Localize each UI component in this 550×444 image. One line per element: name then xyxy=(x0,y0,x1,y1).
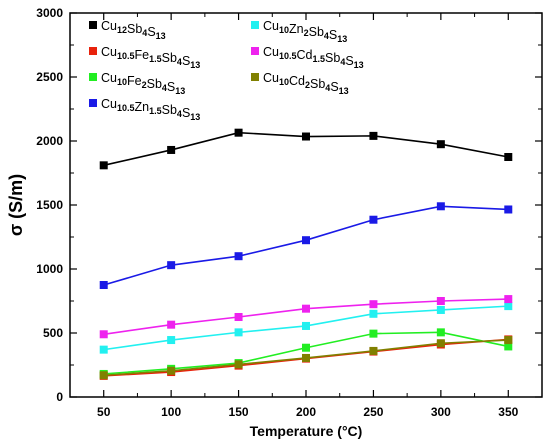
series-5 xyxy=(99,302,513,354)
legend-item-7: Cu10Cd2Sb4S13 xyxy=(251,71,349,96)
x-tick-label: 300 xyxy=(431,405,451,419)
x-tick-label: 50 xyxy=(97,405,111,419)
series-1 xyxy=(99,128,513,170)
legend-label: Cu10Cd2Sb4S13 xyxy=(263,71,349,96)
data-point xyxy=(302,343,310,352)
data-point xyxy=(369,329,378,338)
legend-swatch xyxy=(89,73,97,81)
series-line xyxy=(103,205,509,286)
data-point xyxy=(436,339,445,348)
data-point xyxy=(369,131,378,140)
data-point xyxy=(99,161,108,170)
data-point xyxy=(167,145,176,154)
legend-item-4: Cu10.5Zn1.5Sb4S13 xyxy=(89,97,200,122)
legend-swatch xyxy=(251,73,259,81)
data-point xyxy=(302,321,310,330)
x-tick-label: 150 xyxy=(229,405,249,419)
data-point xyxy=(504,153,513,161)
legend-label: Cu10Fe2Sb4S13 xyxy=(101,71,185,96)
x-tick-label: 350 xyxy=(498,405,518,419)
data-point xyxy=(99,371,108,380)
legend: Cu12Sb4S13 Cu10.5Fe1.5Sb4S13Cu10Fe2Sb4S13… xyxy=(89,19,364,122)
data-point xyxy=(302,304,310,313)
data-point xyxy=(302,353,310,362)
series-6 xyxy=(99,295,513,339)
data-point xyxy=(504,302,513,311)
x-tick-label: 250 xyxy=(363,405,383,419)
legend-label: Cu10Zn2Sb4S13 xyxy=(263,19,347,44)
data-point xyxy=(302,236,310,245)
legend-item-5: Cu10Zn2Sb4S13 xyxy=(251,19,347,44)
data-point xyxy=(234,128,243,137)
series-layer xyxy=(99,128,513,380)
data-point xyxy=(167,366,176,375)
legend-item-2: Cu10.5Fe1.5Sb4S13 xyxy=(89,45,200,70)
legend-swatch xyxy=(251,47,259,55)
data-point xyxy=(234,252,243,261)
legend-label: Cu10.5Cd1.5Sb4S13 xyxy=(263,45,364,70)
series-line xyxy=(103,331,509,375)
data-point xyxy=(99,345,108,354)
data-point xyxy=(504,342,513,351)
data-point xyxy=(234,360,243,369)
data-point xyxy=(369,309,378,318)
data-point xyxy=(436,328,445,337)
data-point xyxy=(369,300,378,309)
legend-swatch xyxy=(89,21,97,29)
y-tick-label: 500 xyxy=(43,326,63,340)
legend-swatch xyxy=(251,21,259,29)
y-axis-title: σ (S/m) xyxy=(6,174,26,236)
data-point xyxy=(99,330,108,339)
data-point xyxy=(234,313,243,321)
y-tick-label: 2000 xyxy=(36,134,63,148)
y-tick-label: 3000 xyxy=(36,6,63,20)
series-7 xyxy=(99,336,513,380)
data-point xyxy=(167,261,176,270)
y-tick-label: 0 xyxy=(56,390,63,404)
series-3 xyxy=(99,328,513,378)
legend-swatch xyxy=(89,47,97,55)
legend-label: Cu10.5Zn1.5Sb4S13 xyxy=(101,97,200,122)
data-point xyxy=(504,205,513,214)
legend-item-3: Cu10Fe2Sb4S13 xyxy=(89,71,185,96)
x-tick-label: 200 xyxy=(296,405,316,419)
legend-label: Cu12Sb4S13 xyxy=(101,19,166,41)
data-point xyxy=(234,328,243,337)
data-point xyxy=(369,215,378,224)
y-tick-label: 2500 xyxy=(36,70,63,84)
data-point xyxy=(436,140,445,149)
data-point xyxy=(167,336,176,345)
data-point xyxy=(369,346,378,355)
series-4 xyxy=(99,202,513,289)
y-tick-label: 1000 xyxy=(36,262,63,276)
y-tick-label: 1500 xyxy=(36,198,63,212)
data-point xyxy=(436,202,445,211)
legend-item-6: Cu10.5Cd1.5Sb4S13 xyxy=(251,45,364,70)
x-axis-title: Temperature (°C) xyxy=(250,423,363,439)
data-point xyxy=(167,320,176,329)
legend-item-1: Cu12Sb4S13 xyxy=(89,19,166,41)
legend-label: Cu10.5Fe1.5Sb4S13 xyxy=(101,45,200,70)
data-point xyxy=(99,281,108,289)
data-point xyxy=(504,295,513,304)
data-point xyxy=(436,297,445,305)
axes: 0 500 1000 1500 2000 2500 3000 50 100 150 200 250 30… xyxy=(36,6,543,419)
data-point xyxy=(302,132,310,141)
data-point xyxy=(504,336,513,345)
data-point xyxy=(436,305,445,314)
x-tick-label: 100 xyxy=(161,405,181,419)
legend-swatch xyxy=(89,99,97,107)
